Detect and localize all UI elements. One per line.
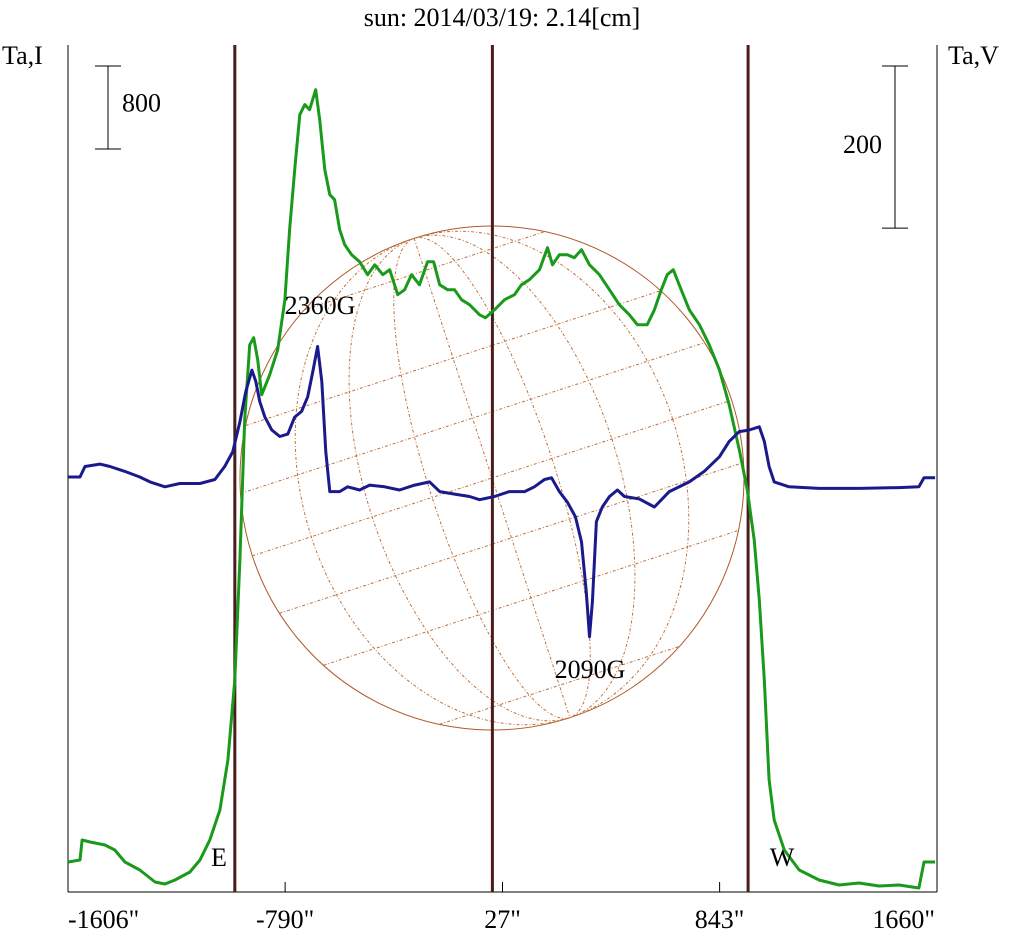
x-tick-label: -1606" bbox=[68, 905, 139, 934]
scale-bar: 800 bbox=[95, 65, 161, 150]
annotation: W bbox=[770, 843, 795, 872]
parallel bbox=[245, 290, 661, 427]
scale-bar: 200 bbox=[843, 65, 908, 229]
scale-bar-label: 200 bbox=[843, 130, 882, 159]
y2-axis-label: Ta,V bbox=[948, 41, 999, 70]
parallel bbox=[279, 462, 744, 614]
scale-bar-label: 800 bbox=[122, 88, 161, 117]
annotation: E bbox=[211, 843, 227, 872]
chart-title: sun: 2014/03/19: 2.14[cm] bbox=[364, 3, 641, 32]
annotation: 2360G bbox=[285, 291, 356, 320]
series-line bbox=[67, 88, 936, 890]
parallel bbox=[240, 342, 705, 494]
y-axis-label: Ta,I bbox=[2, 41, 43, 70]
x-tick-label: 27" bbox=[484, 905, 521, 934]
annotation: 2090G bbox=[555, 655, 626, 684]
x-tick-label: 1660" bbox=[872, 905, 935, 934]
x-tick-label: -790" bbox=[256, 905, 314, 934]
series-line bbox=[68, 345, 936, 639]
parallel bbox=[323, 529, 739, 666]
x-tick-label: 843" bbox=[695, 905, 745, 934]
